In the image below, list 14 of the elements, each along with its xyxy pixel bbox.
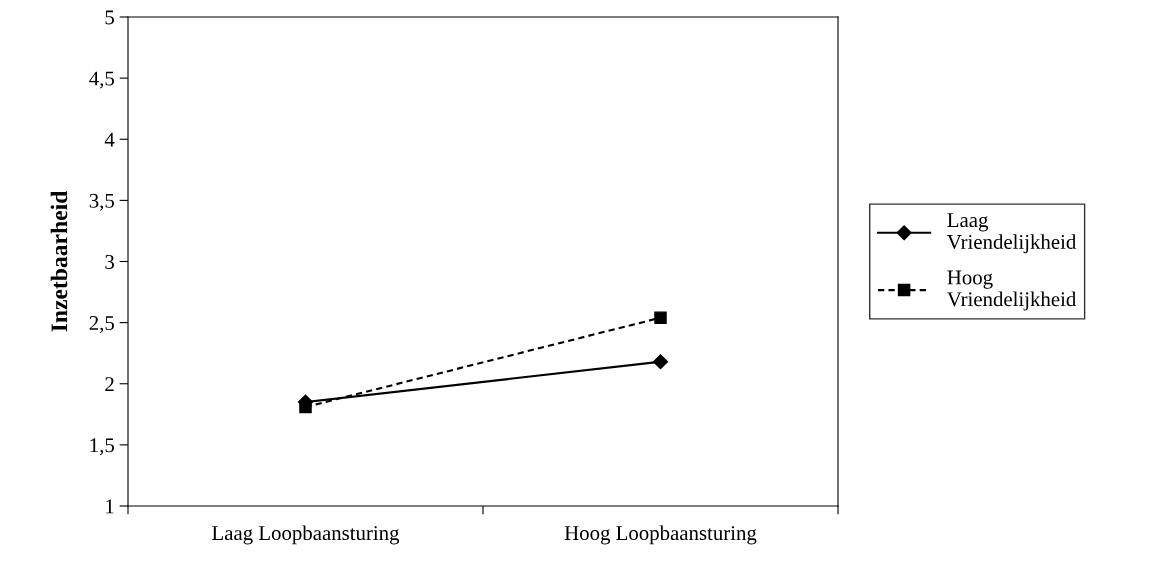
y-tick-label: 2,5 — [89, 316, 114, 334]
y-tick-label: 1 — [106, 499, 114, 514]
y-tick-label: 4,5 — [89, 71, 114, 89]
y-tick-label: 3 — [105, 254, 114, 269]
y-tick-label: 2 — [105, 377, 114, 391]
y-tick-label: 5 — [105, 10, 114, 25]
y-tick-label: 1,5 — [90, 438, 114, 456]
y-axis-title: Inzetbaarheid — [50, 190, 68, 332]
y-tick-label: 4 — [104, 132, 115, 147]
y-tick-label: 3,5 — [89, 193, 114, 211]
legend-label: Laag Vriendelijkheid — [947, 213, 1077, 254]
legend-label: Hoog Vriendelijkheid — [947, 270, 1077, 311]
x-tick-label: Hoog Loopbaansturing — [564, 525, 757, 545]
x-tick-label: Laag Loopbaansturing — [212, 525, 400, 545]
